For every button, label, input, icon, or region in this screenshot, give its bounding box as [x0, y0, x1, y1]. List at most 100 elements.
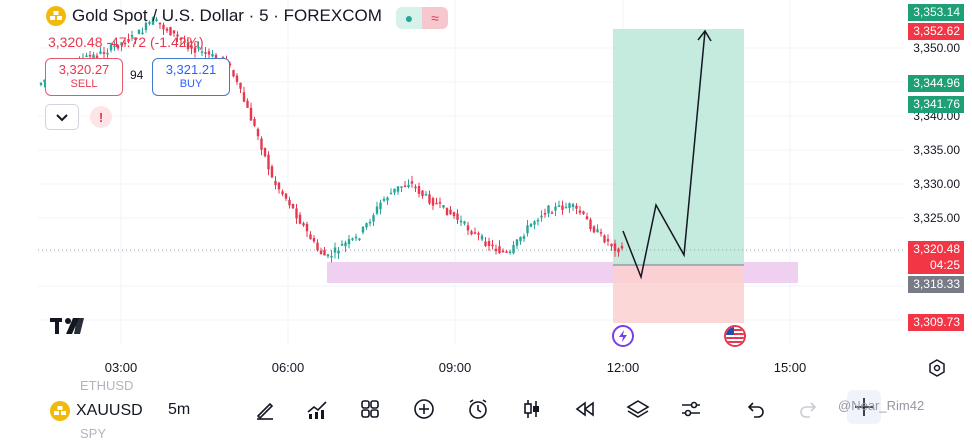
price-change: 3,320.48 -47.72 (-1.42%)	[48, 34, 204, 50]
candles-icon[interactable]	[519, 396, 545, 422]
candle	[389, 192, 393, 195]
candle	[603, 235, 606, 243]
candle	[554, 206, 557, 211]
time-label: 09:00	[438, 360, 472, 375]
candle	[183, 41, 186, 43]
settings-sliders-icon[interactable]	[678, 396, 704, 422]
time-label: 03:00	[104, 360, 138, 375]
candle	[379, 202, 382, 210]
candle	[589, 219, 592, 230]
candle	[599, 232, 603, 234]
candle	[312, 238, 316, 242]
candle	[190, 45, 193, 49]
indicators-icon[interactable]	[304, 396, 330, 422]
alert-icon[interactable]: !	[90, 106, 112, 128]
candle	[291, 203, 295, 209]
candle	[109, 44, 113, 51]
candle	[393, 188, 396, 193]
collapse-button[interactable]	[45, 104, 79, 130]
candle	[477, 233, 480, 235]
level-a-price: 3,344.96	[908, 75, 964, 92]
candle	[249, 107, 253, 121]
ghost-symbol-below: SPY	[80, 426, 107, 441]
last-price: 3,320.48	[908, 241, 964, 258]
stop-price: 3,309.73	[908, 314, 964, 331]
time-label: 06:00	[271, 360, 305, 375]
candle	[207, 51, 211, 55]
candle	[270, 166, 274, 178]
buy-price: 3,321.21	[165, 62, 217, 77]
candle	[358, 238, 361, 241]
sell-button[interactable]: 3,320.27 SELL	[45, 58, 123, 96]
candle	[302, 223, 305, 226]
candle	[277, 182, 281, 190]
candle	[200, 51, 204, 53]
spread-value: 94	[130, 68, 144, 82]
level-b-price: 3,341.76	[908, 96, 964, 113]
candle	[410, 181, 414, 184]
candle	[347, 239, 351, 245]
candle	[403, 185, 407, 188]
entry-price: 3,318.33	[908, 276, 964, 293]
candle	[246, 100, 249, 108]
plus-icon[interactable]	[411, 396, 437, 422]
timeframe-selector[interactable]: 5m	[168, 401, 191, 418]
layouts-icon[interactable]	[357, 396, 383, 422]
candles	[39, 16, 624, 263]
candle	[256, 128, 260, 137]
candle	[557, 205, 561, 207]
symbol-name: XAUUSD	[76, 402, 143, 419]
candle	[463, 221, 466, 224]
candle	[340, 243, 344, 246]
undo-icon[interactable]	[742, 396, 768, 422]
symbol-selector[interactable]: XAUUSD	[50, 401, 143, 421]
candle	[519, 236, 522, 242]
take-profit-zone[interactable]	[613, 29, 744, 265]
alarm-icon[interactable]	[465, 396, 491, 422]
candle	[155, 19, 158, 22]
candle	[92, 54, 95, 60]
replay-icon[interactable]	[572, 396, 598, 422]
buy-button[interactable]: 3,321.21 BUY	[152, 58, 230, 96]
brush-icon[interactable]	[252, 396, 278, 422]
candle	[501, 250, 505, 253]
candle	[39, 82, 43, 85]
candle	[533, 221, 536, 225]
candle	[396, 186, 400, 192]
settings-icon[interactable]	[928, 359, 946, 382]
candle	[435, 202, 438, 205]
candle	[547, 205, 550, 214]
candle	[421, 190, 424, 197]
candle	[564, 206, 568, 209]
candle	[344, 242, 347, 247]
tradingview-logo-icon	[50, 316, 86, 341]
market-status[interactable]: ● ≈	[396, 7, 448, 29]
previous-close-price: 3,352.62	[908, 23, 964, 40]
lightning-icon[interactable]	[612, 325, 634, 347]
us-flag-icon[interactable]	[724, 325, 746, 347]
candle	[424, 194, 428, 196]
candle	[470, 231, 473, 235]
candle	[445, 207, 449, 216]
layers-icon[interactable]	[625, 396, 651, 422]
redo-icon[interactable]	[796, 396, 822, 422]
candle	[365, 223, 368, 228]
candle	[543, 213, 547, 215]
take-profit-price: 3,353.14	[908, 4, 964, 21]
candle	[522, 236, 526, 239]
candle	[235, 75, 239, 82]
crosshair-icon[interactable]	[847, 390, 881, 424]
candle	[228, 63, 232, 66]
data-delay-icon: ≈	[422, 7, 448, 29]
candle	[333, 247, 337, 253]
candle	[351, 238, 354, 240]
stop-loss-zone[interactable]	[613, 265, 744, 323]
symbol-header[interactable]: Gold Spot / U.S. Dollar · 5 · FOREXCOM	[46, 6, 382, 26]
candle	[508, 251, 512, 253]
candle	[337, 250, 340, 254]
bar-countdown: 04:25	[908, 257, 964, 274]
candle	[585, 216, 589, 220]
candle	[169, 27, 172, 36]
candle	[137, 29, 141, 35]
